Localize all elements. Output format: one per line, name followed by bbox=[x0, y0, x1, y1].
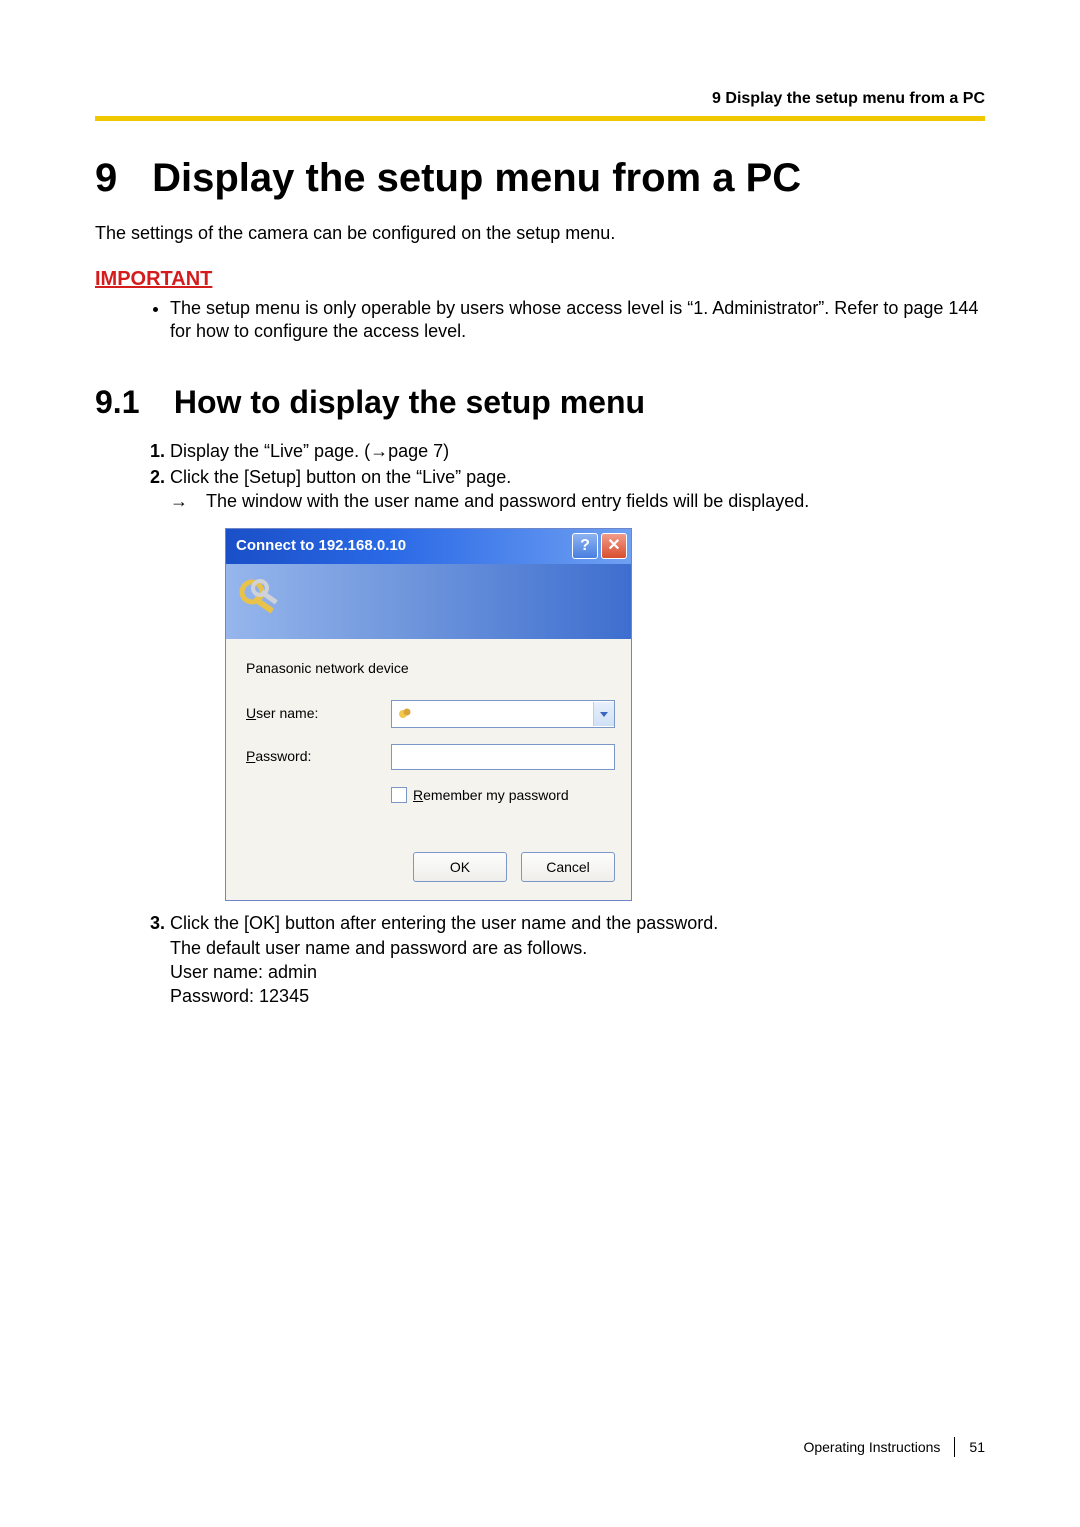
footer-separator bbox=[954, 1437, 955, 1457]
cancel-button[interactable]: Cancel bbox=[521, 852, 615, 882]
auth-dialog-figure: Connect to 192.168.0.10 ? ✕ bbox=[225, 528, 985, 902]
page-number: 51 bbox=[969, 1439, 985, 1455]
username-input[interactable] bbox=[391, 700, 615, 728]
chapter-number: 9 bbox=[95, 156, 141, 201]
step-2-result: → The window with the user name and pass… bbox=[170, 491, 809, 511]
dialog-title: Connect to 192.168.0.10 bbox=[236, 536, 572, 556]
important-item: The setup menu is only operable by users… bbox=[170, 297, 985, 344]
chapter-heading: 9 Display the setup menu from a PC bbox=[95, 156, 985, 201]
dialog-form: Panasonic network device User name: bbox=[226, 639, 631, 901]
keys-icon bbox=[236, 576, 286, 626]
username-row: User name: bbox=[246, 700, 615, 728]
remember-row: Remember my password bbox=[391, 786, 615, 805]
dialog-banner bbox=[226, 564, 631, 639]
close-button[interactable]: ✕ bbox=[601, 533, 627, 559]
important-list: The setup menu is only operable by users… bbox=[95, 297, 985, 344]
username-label: User name: bbox=[246, 704, 391, 723]
step-2: Click the [Setup] button on the “Live” p… bbox=[170, 465, 985, 901]
section-title: How to display the setup menu bbox=[174, 384, 645, 420]
step-1: Display the “Live” page. (→page 7) bbox=[170, 439, 985, 463]
password-input[interactable] bbox=[391, 744, 615, 770]
header-rule bbox=[95, 116, 985, 121]
device-label: Panasonic network device bbox=[246, 659, 615, 678]
auth-dialog: Connect to 192.168.0.10 ? ✕ bbox=[225, 528, 632, 902]
important-label: IMPORTANT bbox=[95, 268, 985, 291]
step-3: Click the [OK] button after entering the… bbox=[170, 911, 985, 1008]
chapter-title: Display the setup menu from a PC bbox=[152, 156, 801, 200]
dialog-titlebar: Connect to 192.168.0.10 ? ✕ bbox=[226, 529, 631, 564]
remember-checkbox[interactable] bbox=[391, 787, 407, 803]
username-dropdown[interactable] bbox=[593, 702, 614, 726]
titlebar-buttons: ? ✕ bbox=[572, 533, 631, 559]
user-icon bbox=[396, 705, 414, 723]
page-footer: Operating Instructions 51 bbox=[803, 1437, 985, 1457]
section-heading: 9.1 How to display the setup menu bbox=[95, 384, 985, 421]
password-label: Password: bbox=[246, 747, 391, 766]
running-header: 9 Display the setup menu from a PC bbox=[95, 90, 985, 108]
password-row: Password: bbox=[246, 744, 615, 770]
dialog-buttons: OK Cancel bbox=[246, 852, 615, 882]
page: 9 Display the setup menu from a PC 9 Dis… bbox=[0, 0, 1080, 1527]
remember-label: Remember my password bbox=[413, 786, 569, 805]
footer-label: Operating Instructions bbox=[803, 1439, 940, 1455]
section-number: 9.1 bbox=[95, 384, 165, 421]
ok-button[interactable]: OK bbox=[413, 852, 507, 882]
steps-list: Display the “Live” page. (→page 7) Click… bbox=[95, 439, 985, 1009]
intro-text: The settings of the camera can be config… bbox=[95, 223, 985, 244]
help-button[interactable]: ? bbox=[572, 533, 598, 559]
